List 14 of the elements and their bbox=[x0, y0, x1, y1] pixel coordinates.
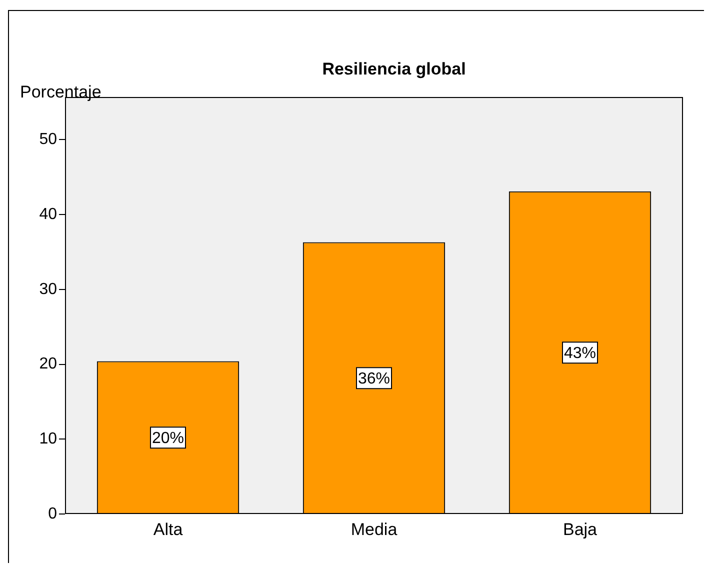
y-tick-label: 30 bbox=[39, 280, 58, 298]
chart-title: Resiliencia global bbox=[322, 60, 466, 79]
data-label: 36% bbox=[358, 370, 390, 388]
y-tick-label: 40 bbox=[39, 206, 58, 223]
data-label: 43% bbox=[564, 345, 596, 362]
x-tick-label: Alta bbox=[153, 520, 184, 539]
y-tick-label: 50 bbox=[39, 131, 58, 148]
x-tick-label: Baja bbox=[562, 520, 598, 539]
y-tick-label: 20 bbox=[39, 356, 58, 373]
y-tick-label: 0 bbox=[48, 505, 58, 522]
x-tick-label: Media bbox=[350, 520, 398, 539]
data-label: 20% bbox=[152, 430, 184, 448]
y-axis-title: Porcentaje bbox=[20, 82, 102, 102]
y-tick-label: 10 bbox=[39, 430, 58, 448]
